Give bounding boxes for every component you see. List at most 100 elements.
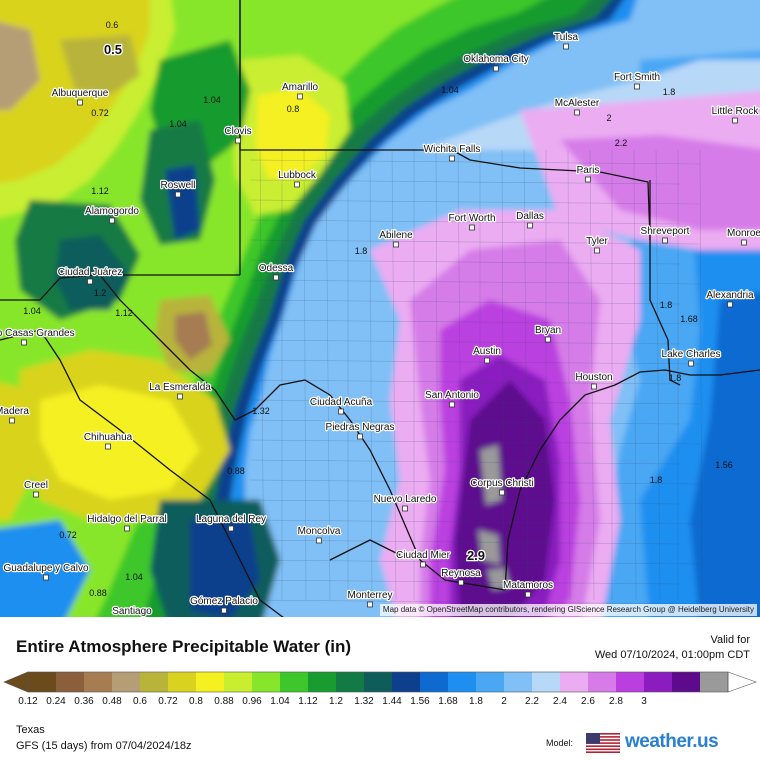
model-label: Model:: [546, 738, 574, 748]
city-marker: Albuquerque: [50, 87, 110, 106]
map-attribution[interactable]: Map data © OpenStreetMap contributors, r…: [379, 604, 757, 616]
city-marker: Creel: [23, 479, 49, 498]
contour-value-label: 0.5: [104, 42, 122, 57]
colorbar-cell: [616, 672, 645, 692]
city-dot: [109, 217, 115, 224]
city-marker: Ciudad Mier: [395, 549, 452, 568]
colorbar-tick: 2.6: [581, 696, 595, 707]
city-marker: Abilene: [378, 229, 414, 248]
colorbar-tick: 0.48: [102, 696, 122, 707]
city-dot: [732, 117, 738, 124]
colorbar-tick: 2: [501, 696, 507, 707]
city-marker: Laguna del Rey: [195, 513, 267, 532]
colorbar-tick: 0.72: [158, 696, 178, 707]
contour-value-label: 1.04: [441, 85, 459, 95]
city-dot: [33, 491, 39, 498]
city-marker: Fort Smith: [613, 71, 661, 90]
city-dot: [527, 222, 533, 229]
city-marker: Houston: [574, 371, 614, 390]
contour-value-label: 2.2: [615, 138, 628, 148]
city-label: Creel: [24, 480, 48, 491]
city-marker: Piedras Negras: [324, 421, 396, 440]
colorbar-tick: 2.8: [609, 696, 623, 707]
contour-value-label: 2: [606, 113, 611, 123]
city-label: Lubbock: [278, 170, 317, 181]
city-dot: [77, 99, 83, 106]
colorbar-cell: [56, 672, 85, 692]
contour-value-label: 1.68: [680, 314, 698, 324]
colorbar-cell: [84, 672, 113, 692]
model-run-label: GFS (15 days) from 07/04/2024/18z: [16, 740, 192, 752]
colorbar-cell: [252, 672, 281, 692]
colorbar-cell: [504, 672, 533, 692]
city-label: Guadalupe y Calvo: [3, 563, 88, 574]
city-marker: Ciudad Juárez: [57, 266, 123, 285]
city-marker: Alexandria: [705, 289, 755, 308]
valid-label: Valid for: [710, 634, 750, 646]
contour-value-label: 1.56: [715, 460, 733, 470]
city-label: Nuevo Casas Grandes: [0, 328, 75, 339]
city-label: Wichita Falls: [424, 144, 481, 155]
city-dot: [21, 339, 27, 346]
city-dot: [105, 443, 111, 450]
city-marker: Santiago: [111, 605, 153, 617]
contour-value-label: 0.72: [59, 530, 77, 540]
colorbar-low-arrow: [3, 671, 29, 693]
contour-value-label: 1.8: [669, 373, 682, 383]
city-dot: [484, 357, 490, 364]
city-label: Ciudad Juárez: [58, 267, 122, 278]
city-dot: [273, 274, 279, 281]
city-marker: Guadalupe y Calvo: [2, 562, 90, 581]
city-marker: Monterrey: [346, 589, 394, 608]
colorbar-tick: 3: [641, 696, 647, 707]
legend-title: Entire Atmosphere Precipitable Water (in…: [16, 637, 352, 656]
city-marker: Gómez Palacio: [189, 595, 260, 614]
valid-time: Wed 07/10/2024, 01:00pm CDT: [594, 649, 750, 661]
city-label: Santiago: [112, 606, 152, 617]
city-dot: [741, 239, 747, 246]
city-label: Matamoros: [503, 580, 553, 591]
contour-value-label: 1.2: [94, 288, 107, 298]
us-flag-icon: [586, 733, 620, 753]
colorbar-tick: 1.8: [469, 696, 483, 707]
city-dot: [43, 574, 49, 581]
city-label: Roswell: [160, 180, 195, 191]
city-label: Lake Charles: [662, 349, 721, 360]
city-dot: [357, 433, 363, 440]
colorbar-tick: 0.8: [189, 696, 203, 707]
city-label: Shreveport: [641, 226, 690, 237]
contour-value-label: 1.04: [125, 572, 143, 582]
precipitable-water-field: [0, 0, 760, 617]
contour-value-label: 1.12: [91, 186, 109, 196]
colorbar-tick: 1.68: [438, 696, 458, 707]
city-label: Albuquerque: [52, 88, 109, 99]
city-marker: Alamogordo: [84, 205, 141, 224]
brand-logo[interactable]: weather.us: [625, 731, 719, 752]
city-marker: Tulsa: [553, 31, 580, 50]
colorbar-cell: [224, 672, 253, 692]
colorbar-tick: 1.12: [298, 696, 318, 707]
contour-value-label: 1.04: [203, 95, 221, 105]
colorbar-cell: [476, 672, 505, 692]
weather-map[interactable]: Albuquerque Amarillo Oklahoma City Tulsa For…: [0, 0, 760, 617]
city-dot: [662, 237, 668, 244]
city-marker: Paris: [575, 164, 601, 183]
colorbar-cell: [168, 672, 197, 692]
city-label: Monroe: [727, 228, 760, 239]
city-label: Odessa: [259, 263, 294, 274]
city-marker: Amarillo: [281, 81, 320, 100]
city-label: Paris: [577, 165, 600, 176]
city-dot: [402, 505, 408, 512]
city-marker: San Antonio: [424, 389, 481, 408]
colorbar-cell: [448, 672, 477, 692]
city-dot: [493, 65, 499, 72]
city-dot: [727, 301, 733, 308]
city-label: Hidalgo del Parral: [87, 514, 167, 525]
city-marker: Odessa: [258, 262, 295, 281]
colorbar-cell: [560, 672, 589, 692]
city-marker: Corpus Christi: [469, 477, 535, 496]
city-marker: Nuevo Laredo: [372, 493, 438, 512]
colorbar-tick: 0.36: [74, 696, 94, 707]
city-dot: [594, 247, 600, 254]
contour-value-label: 1.8: [650, 475, 663, 485]
